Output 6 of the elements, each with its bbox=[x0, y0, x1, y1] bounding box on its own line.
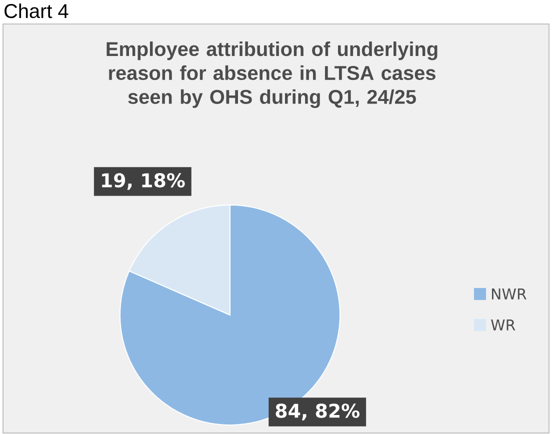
legend-label: NWR bbox=[492, 288, 526, 300]
data-label: 84, 82% bbox=[276, 404, 360, 420]
chart-title: Employee attribution of underlying reason for absence in LTSA cases seen by OHS during Q1, 24/25 bbox=[106, 42, 438, 108]
data-label: 19, 18% bbox=[102, 173, 185, 190]
caption: Chart 4 bbox=[4, 4, 68, 18]
legend-label: WR bbox=[491, 320, 516, 330]
